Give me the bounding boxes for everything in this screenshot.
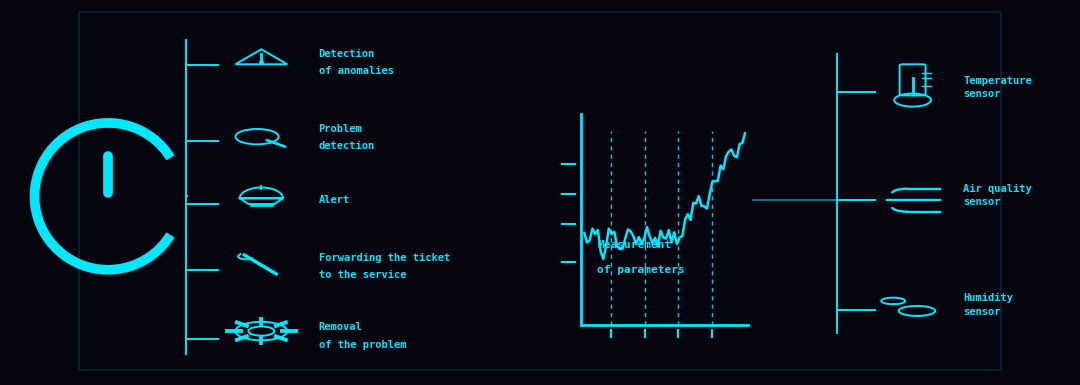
Text: of anomalies: of anomalies [319, 66, 393, 76]
Text: Detection: Detection [319, 49, 375, 59]
Text: Removal: Removal [319, 322, 363, 332]
Text: sensor: sensor [963, 197, 1001, 207]
Text: Measurement: Measurement [597, 240, 672, 250]
Text: Forwarding the ticket: Forwarding the ticket [319, 253, 450, 263]
Text: Problem: Problem [319, 124, 363, 134]
Text: Humidity: Humidity [963, 293, 1013, 303]
Text: sensor: sensor [963, 89, 1001, 99]
Text: of parameters: of parameters [597, 265, 685, 275]
Text: of the problem: of the problem [319, 340, 406, 350]
Text: Alert: Alert [319, 195, 350, 205]
Text: detection: detection [319, 141, 375, 151]
Text: Air quality: Air quality [963, 184, 1032, 194]
Text: sensor: sensor [963, 307, 1001, 317]
Text: to the service: to the service [319, 270, 406, 280]
Text: Temperature: Temperature [963, 76, 1032, 86]
